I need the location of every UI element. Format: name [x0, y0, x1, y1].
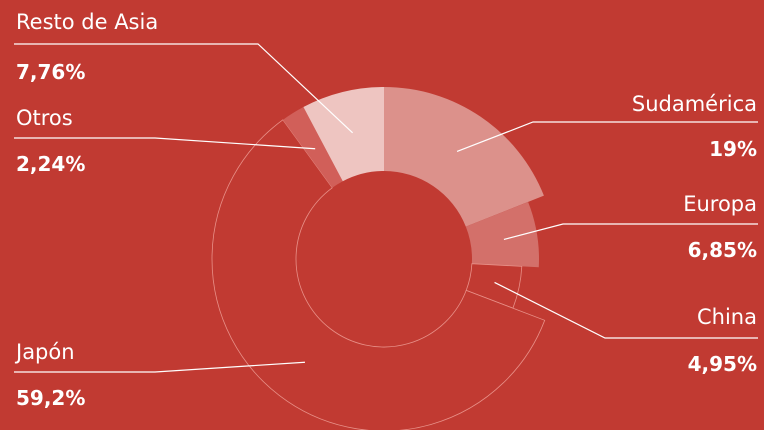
label-otros: Otros — [16, 106, 73, 130]
value-europa: 6,85% — [687, 238, 757, 262]
leader-line-otros — [14, 137, 316, 150]
label-japon: Japón — [16, 340, 75, 364]
slice-otros — [282, 107, 343, 188]
value-china: 4,95% — [687, 352, 757, 376]
value-resto-de-asia: 7,76% — [16, 60, 86, 84]
leader-line-japon — [14, 361, 306, 373]
leader-line-sudamerica — [456, 121, 758, 153]
leader-line-resto-de-asia — [14, 43, 354, 134]
slice-resto-de-asia — [303, 87, 384, 182]
slice-japon — [211, 119, 546, 430]
slice-sudamerica — [384, 87, 544, 227]
label-europa: Europa — [683, 192, 757, 216]
label-china: China — [697, 305, 757, 329]
leader-line-europa — [503, 223, 758, 241]
label-sudamerica: Sudamérica — [631, 92, 757, 116]
value-otros: 2,24% — [16, 152, 86, 176]
label-resto-de-asia: Resto de Asia — [16, 10, 159, 34]
leader-line-china — [494, 281, 758, 339]
slice-europa — [465, 201, 539, 268]
value-japon: 59,2% — [16, 386, 86, 410]
value-sudamerica: 19% — [709, 137, 757, 161]
